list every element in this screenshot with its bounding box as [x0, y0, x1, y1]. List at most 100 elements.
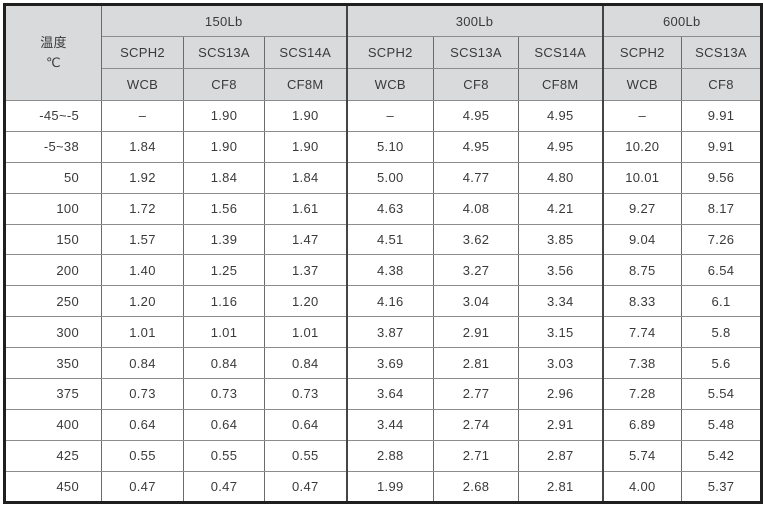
rating-value-cell: 1.92 — [101, 161, 184, 194]
rating-value-cell: 9.04 — [601, 223, 683, 256]
rating-value-cell: 1.84 — [101, 130, 184, 163]
rating-value-cell: 9.27 — [601, 192, 683, 225]
rating-value-cell: 6.1 — [681, 285, 763, 318]
rating-value-cell: 4.51 — [345, 223, 435, 256]
casting-cell: CF8 — [681, 68, 763, 101]
temperature-cell: 50 — [4, 161, 102, 194]
temperature-header-cell: 温度 ℃ — [4, 4, 102, 101]
rating-value-cell: 1.56 — [183, 192, 265, 225]
temperature-header-unit: ℃ — [46, 55, 61, 70]
table-header: 温度 ℃ 150Lb 300Lb 600Lb SCPH2 SCS13A SCS14… — [4, 4, 763, 101]
rating-value-cell: 5.37 — [681, 470, 763, 503]
table-row: 50 1.92 1.84 1.84 5.00 4.77 4.80 10.01 9.56 — [4, 161, 763, 194]
rating-value-cell: 0.64 — [263, 408, 348, 441]
rating-value-cell: 3.27 — [433, 254, 520, 287]
casting-cell: CF8M — [518, 68, 604, 101]
rating-value-cell: 9.91 — [681, 130, 763, 163]
temperature-cell: 100 — [4, 192, 102, 225]
rating-value-cell: 0.84 — [101, 347, 184, 380]
rating-value-cell: 6.89 — [601, 408, 683, 441]
rating-value-cell: 4.95 — [518, 130, 604, 163]
casting-cell: WCB — [101, 68, 184, 101]
grade-cell: SCPH2 — [101, 36, 184, 69]
temperature-cell: 375 — [4, 378, 102, 410]
rating-value-cell: 5.10 — [345, 130, 435, 163]
rating-value-cell: 2.81 — [518, 470, 604, 503]
rating-value-cell: 4.95 — [433, 100, 520, 132]
rating-value-cell: 4.77 — [433, 161, 520, 194]
rating-value-cell: 7.74 — [601, 316, 683, 349]
rating-value-cell: 3.64 — [345, 378, 435, 410]
rating-value-cell: 1.90 — [263, 100, 348, 132]
pressure-temperature-rating-table: 温度 ℃ 150Lb 300Lb 600Lb SCPH2 SCS13A SCS14… — [3, 3, 763, 504]
rating-value-cell: 0.55 — [263, 439, 348, 472]
rating-value-cell: 3.87 — [345, 316, 435, 349]
rating-value-cell: 2.71 — [433, 439, 520, 472]
rating-value-cell: 2.77 — [433, 378, 520, 410]
table-row: -45~-5–1.90 1.90–4.95 4.95–9.91 — [4, 100, 763, 132]
table-row: 100 1.72 1.56 1.61 4.63 4.08 4.21 9.27 8.17 — [4, 192, 763, 225]
rating-value-cell: – — [601, 100, 683, 132]
temperature-cell: -45~-5 — [4, 100, 102, 132]
rating-value-cell: 4.80 — [518, 161, 604, 194]
rating-value-cell: 1.25 — [183, 254, 265, 287]
rating-value-cell: 2.74 — [433, 408, 520, 441]
rating-value-cell: 1.37 — [263, 254, 348, 287]
rating-value-cell: 1.90 — [183, 100, 265, 132]
rating-value-cell: 0.47 — [101, 470, 184, 503]
rating-value-cell: 2.81 — [433, 347, 520, 380]
grade-cell: SCPH2 — [601, 36, 683, 69]
rating-value-cell: 7.28 — [601, 378, 683, 410]
rating-value-cell: 1.01 — [263, 316, 348, 349]
rating-value-cell: 10.01 — [601, 161, 683, 194]
rating-value-cell: 3.03 — [518, 347, 604, 380]
rating-value-cell: 1.47 — [263, 223, 348, 256]
rating-value-cell: 1.90 — [183, 130, 265, 163]
table-row: 375 0.73 0.73 0.73 3.64 2.77 2.96 7.28 5.54 — [4, 378, 763, 410]
rating-value-cell: 9.56 — [681, 161, 763, 194]
temperature-cell: 150 — [4, 223, 102, 256]
table-body: -45~-5–1.90 1.90–4.95 4.95–9.91 -5~38 1.84 1.… — [4, 100, 763, 503]
casting-cell: CF8 — [183, 68, 265, 101]
rating-value-cell: 0.64 — [183, 408, 265, 441]
rating-value-cell: 5.48 — [681, 408, 763, 441]
rating-value-cell: 3.85 — [518, 223, 604, 256]
rating-value-cell: 8.33 — [601, 285, 683, 318]
grade-cell: SCS13A — [433, 36, 520, 69]
temperature-cell: 350 — [4, 347, 102, 380]
rating-value-cell: 1.84 — [183, 161, 265, 194]
rating-value-cell: 0.47 — [263, 470, 348, 503]
table-row: 425 0.55 0.55 0.55 2.88 2.71 2.87 5.74 5.42 — [4, 439, 763, 472]
rating-value-cell: 5.74 — [601, 439, 683, 472]
rating-value-cell: 1.61 — [263, 192, 348, 225]
grade-cell: SCPH2 — [345, 36, 435, 69]
rating-value-cell: 3.04 — [433, 285, 520, 318]
casting-cell: WCB — [345, 68, 435, 101]
rating-value-cell: 1.90 — [263, 130, 348, 163]
rating-value-cell: 2.87 — [518, 439, 604, 472]
temperature-cell: 400 — [4, 408, 102, 441]
rating-value-cell: 8.17 — [681, 192, 763, 225]
material-grade-row: SCPH2 SCS13A SCS14A SCPH2 SCS13A SCS14A … — [5, 36, 763, 69]
rating-value-cell: 2.91 — [433, 316, 520, 349]
table-row: 200 1.40 1.25 1.37 4.38 3.27 3.56 8.75 6.54 — [4, 254, 763, 287]
grade-cell: SCS13A — [681, 36, 763, 69]
rating-value-cell: 3.44 — [345, 408, 435, 441]
group-header-150lb: 150Lb — [100, 4, 348, 37]
rating-value-cell: 5.42 — [681, 439, 763, 472]
rating-value-cell: 3.15 — [518, 316, 604, 349]
rating-value-cell: 5.54 — [681, 378, 763, 410]
rating-value-cell: 3.56 — [518, 254, 604, 287]
casting-cell: CF8 — [433, 68, 520, 101]
rating-value-cell: 0.55 — [183, 439, 265, 472]
grade-cell: SCS13A — [183, 36, 265, 69]
rating-value-cell: 7.38 — [601, 347, 683, 380]
rating-value-cell: 1.01 — [101, 316, 184, 349]
group-header-row: 温度 ℃ 150Lb 300Lb 600Lb — [4, 4, 763, 101]
table-row: 450 0.47 0.47 0.47 1.99 2.68 2.81 4.00 5.37 — [4, 470, 763, 503]
rating-value-cell: 3.62 — [433, 223, 520, 256]
rating-value-cell: 0.84 — [263, 347, 348, 380]
casting-cell: CF8M — [263, 68, 348, 101]
temperature-cell: -5~38 — [4, 130, 102, 163]
rating-value-cell: 0.73 — [183, 378, 265, 410]
